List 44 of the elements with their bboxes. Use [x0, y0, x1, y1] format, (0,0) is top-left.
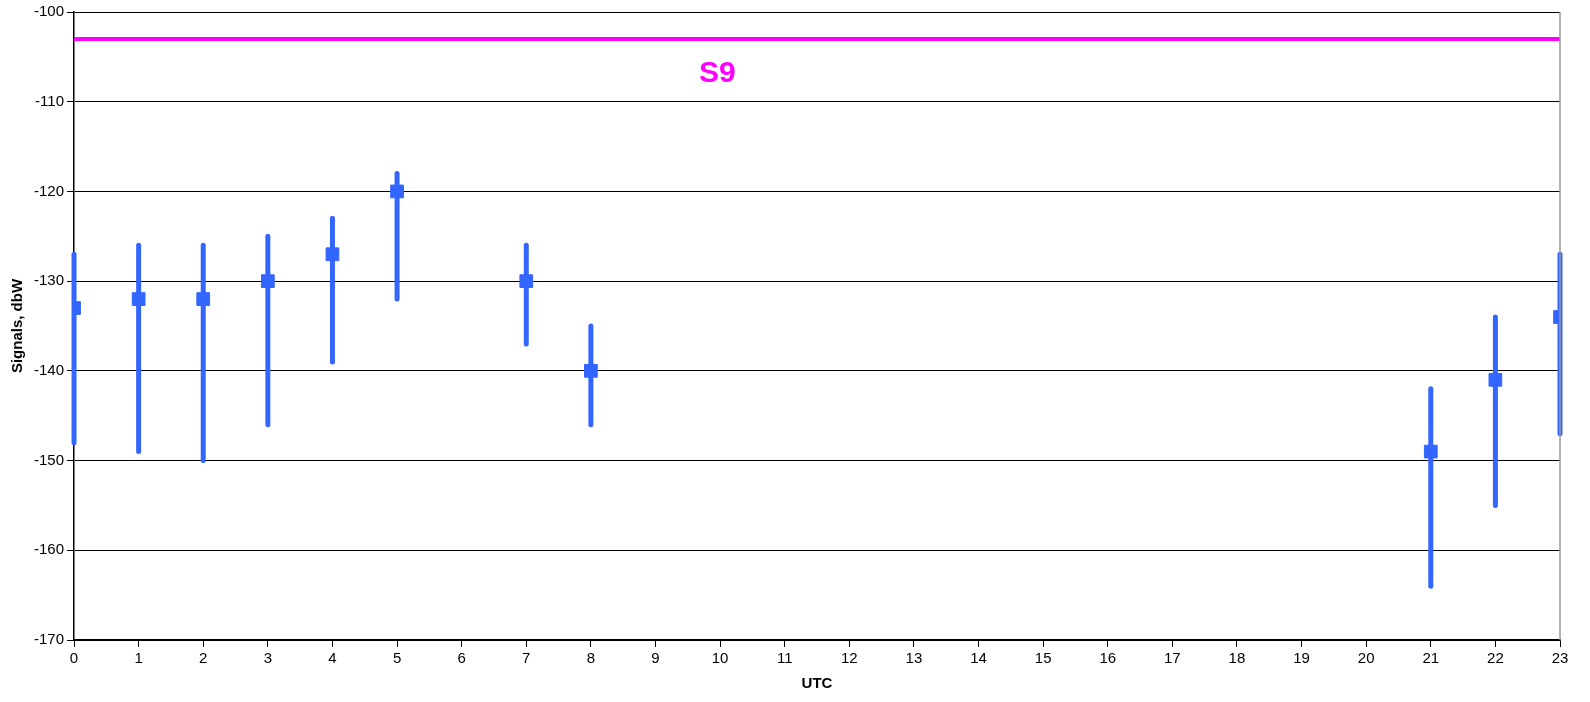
x-tick-label: 15 [1034, 649, 1052, 667]
x-tick-label: 14 [970, 649, 987, 667]
x-tick-label: 6 [457, 649, 466, 667]
point [1423, 444, 1438, 459]
y-tick-label: -120 [33, 181, 65, 199]
x-tick-label: 20 [1357, 649, 1375, 667]
y-axis-title: Signals, dbW [8, 278, 26, 374]
point [519, 274, 534, 289]
point [584, 363, 598, 378]
point [260, 274, 275, 289]
x-tick-label: 17 [1164, 649, 1181, 667]
x-tick-label: 10 [711, 649, 729, 667]
x-tick-label: 0 [69, 649, 79, 667]
x-tick-label: 11 [776, 649, 793, 667]
x-tick-label: 22 [1487, 649, 1504, 667]
x-tick-label: 23 [1551, 649, 1569, 667]
y-tick-label: -130 [33, 271, 65, 289]
y-tick-label: -160 [33, 540, 65, 558]
x-tick-label: 19 [1293, 649, 1310, 667]
y-tick-label: -170 [33, 630, 65, 648]
x-tick-label: 1 [134, 649, 143, 667]
y-tick-label: -110 [35, 91, 65, 109]
x-tick-label: 5 [392, 649, 402, 667]
point [325, 247, 340, 262]
x-tick-label: 2 [199, 649, 208, 667]
x-tick-label: 18 [1228, 649, 1246, 667]
point [131, 292, 146, 306]
x-tick-label: 21 [1422, 649, 1440, 667]
x-tick-label: 12 [840, 649, 858, 667]
point [196, 292, 211, 306]
x-tick-label: 9 [651, 649, 660, 667]
y-tick-label: -100 [33, 2, 65, 20]
x-tick-label: 3 [263, 649, 273, 667]
x-tick-label: 16 [1099, 649, 1117, 667]
ref-line-label: S9 [699, 55, 736, 89]
point [390, 184, 404, 199]
x-tick-label: 13 [905, 649, 923, 667]
y-tick-label: -140 [33, 361, 65, 378]
y-tick-label: -150 [33, 450, 65, 468]
x-axis-title: UTC [801, 674, 833, 692]
point [1488, 372, 1503, 387]
x-tick-label: 7 [522, 649, 531, 667]
x-tick-label: 4 [328, 649, 337, 667]
x-tick-label: 8 [586, 649, 596, 667]
